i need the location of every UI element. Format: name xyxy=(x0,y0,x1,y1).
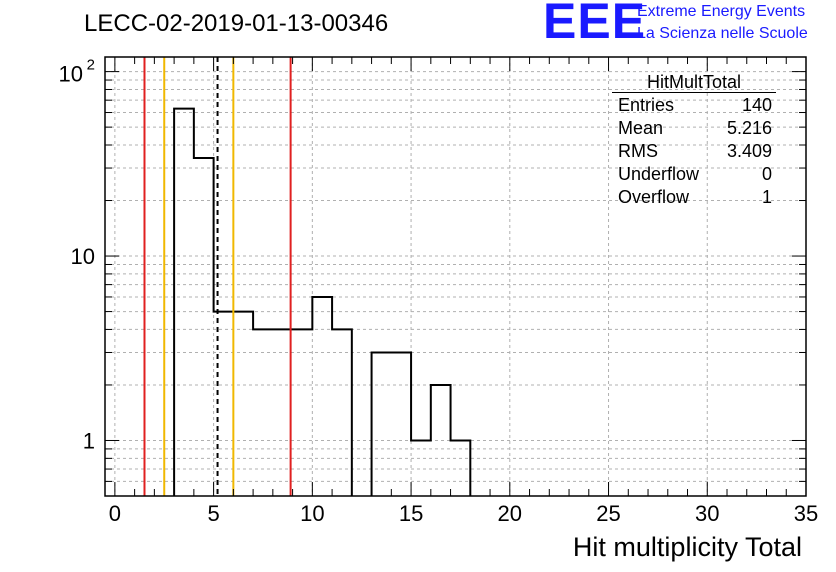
histogram-bar xyxy=(253,329,273,496)
x-tick-label: 5 xyxy=(207,501,219,526)
histogram-bar xyxy=(312,297,332,496)
stats-title: HitMultTotal xyxy=(646,72,742,92)
x-tick-label: 10 xyxy=(300,501,324,526)
x-axis-title: Hit multiplicity Total xyxy=(572,532,802,562)
stats-label: Overflow xyxy=(618,187,690,207)
histogram-bar xyxy=(194,158,214,496)
histogram-bar xyxy=(372,352,392,496)
stats-value: 3.409 xyxy=(726,141,772,161)
stats-label: Entries xyxy=(618,95,675,115)
stats-row-underflow: Underflow 0 xyxy=(610,163,778,186)
stats-label: RMS xyxy=(618,141,658,161)
stats-value: 1 xyxy=(761,187,772,207)
stats-row-entries: Entries 140 xyxy=(610,94,778,117)
y-tick-label-exponent: 2 xyxy=(87,57,95,74)
stats-row-rms: RMS 3.409 xyxy=(610,140,778,163)
stats-value: 140 xyxy=(741,95,772,115)
x-tick-label: 35 xyxy=(794,501,818,526)
histogram-bar xyxy=(174,109,194,496)
histogram-bar xyxy=(233,312,253,496)
x-tick-label: 30 xyxy=(695,501,719,526)
stats-divider xyxy=(612,92,776,93)
histogram-bar xyxy=(391,352,411,496)
x-tick-label: 15 xyxy=(399,501,423,526)
x-tick-label: 25 xyxy=(596,501,620,526)
stats-value: 0 xyxy=(761,164,772,184)
histogram-bar xyxy=(293,329,313,496)
histogram-bins xyxy=(173,107,472,496)
y-tick-label: 10 xyxy=(59,62,83,87)
logo-tagline-2: La Scienza nelle Scuole xyxy=(637,25,808,42)
histogram-bar xyxy=(411,440,431,496)
stats-value: 5.216 xyxy=(726,118,772,138)
stats-label: Mean xyxy=(618,118,664,138)
eee-logo: EEE xyxy=(543,0,647,49)
stats-row-overflow: Overflow 1 xyxy=(610,186,778,209)
x-tick-label: 0 xyxy=(109,501,121,526)
plot-frame xyxy=(104,56,807,497)
chart-title: LECC-02-2019-01-13-00346 xyxy=(84,10,389,37)
logo-tagline-1: Extreme Energy Events xyxy=(637,3,806,20)
y-tick-label: 10 xyxy=(71,244,95,269)
stats-row-mean: Mean 5.216 xyxy=(610,117,778,140)
y-tick-label: 1 xyxy=(83,428,95,453)
histogram-bar xyxy=(332,329,352,496)
x-tick-label: 20 xyxy=(498,501,522,526)
stats-box: HitMultTotal Entries 140 Mean 5.216 RMS … xyxy=(610,72,778,209)
stats-label: Underflow xyxy=(618,164,700,184)
